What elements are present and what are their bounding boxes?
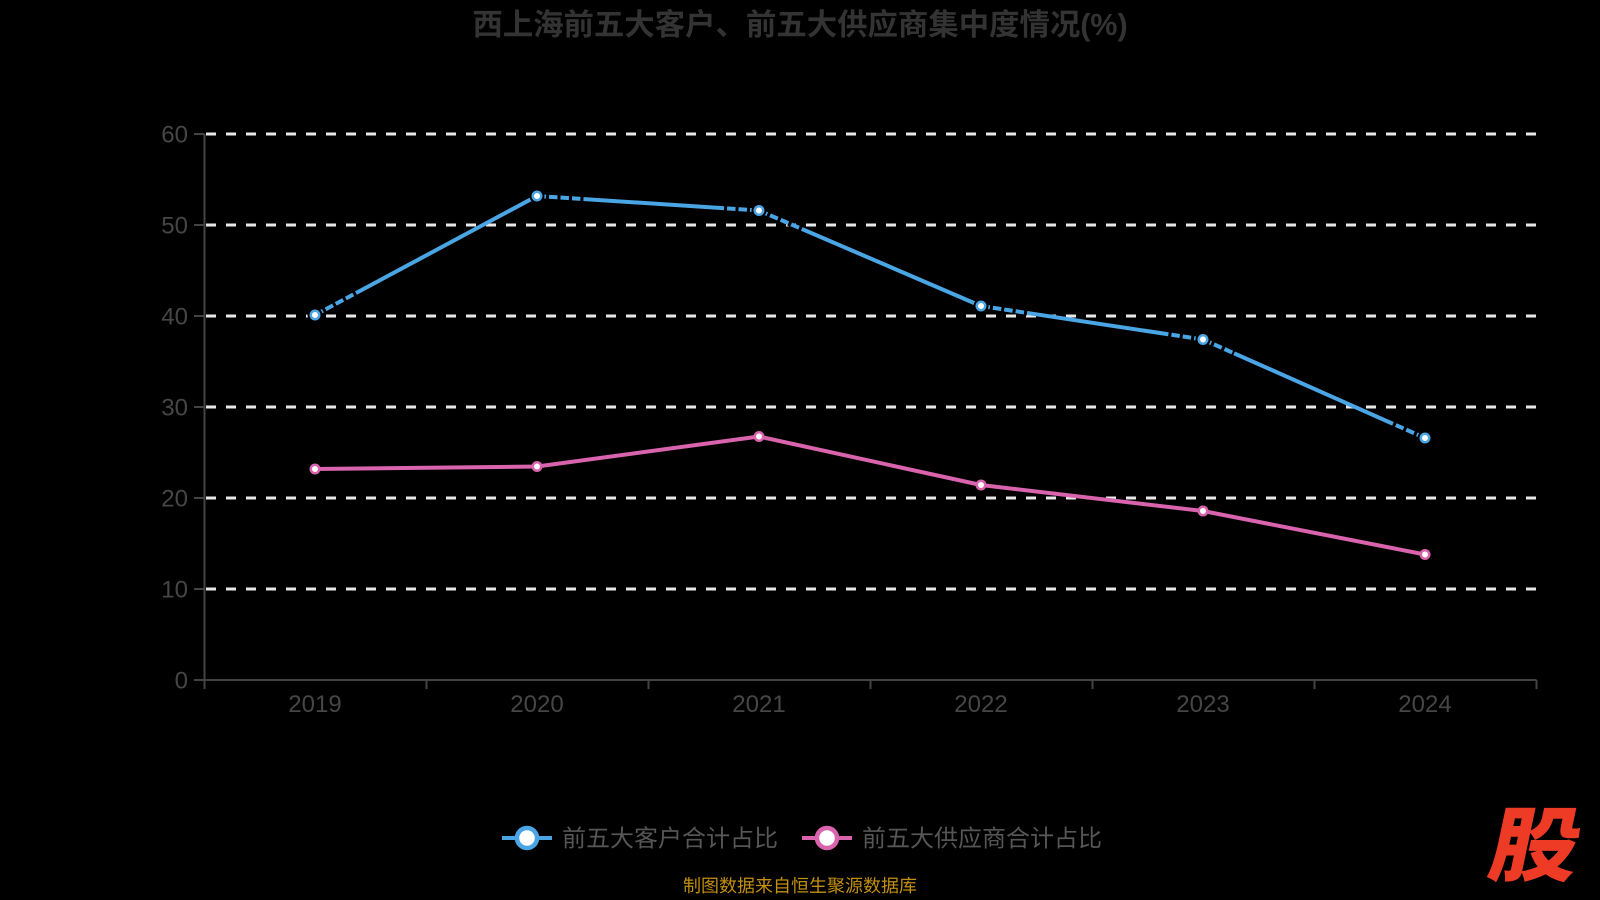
svg-text:(%): (%) [1080,8,1127,42]
svg-text:0: 0 [175,668,188,695]
svg-text:30: 30 [161,395,188,422]
svg-text:20: 20 [161,486,188,513]
svg-text:40: 40 [161,304,188,331]
svg-text:50: 50 [161,213,188,240]
svg-text:60: 60 [161,122,188,149]
svg-text:2022: 2022 [954,691,1007,718]
svg-text:2020: 2020 [510,691,563,718]
svg-text:2023: 2023 [1176,691,1229,718]
svg-text:10: 10 [161,577,188,604]
svg-text:2021: 2021 [732,691,785,718]
svg-text:2024: 2024 [1398,691,1451,718]
svg-text:2019: 2019 [288,691,341,718]
